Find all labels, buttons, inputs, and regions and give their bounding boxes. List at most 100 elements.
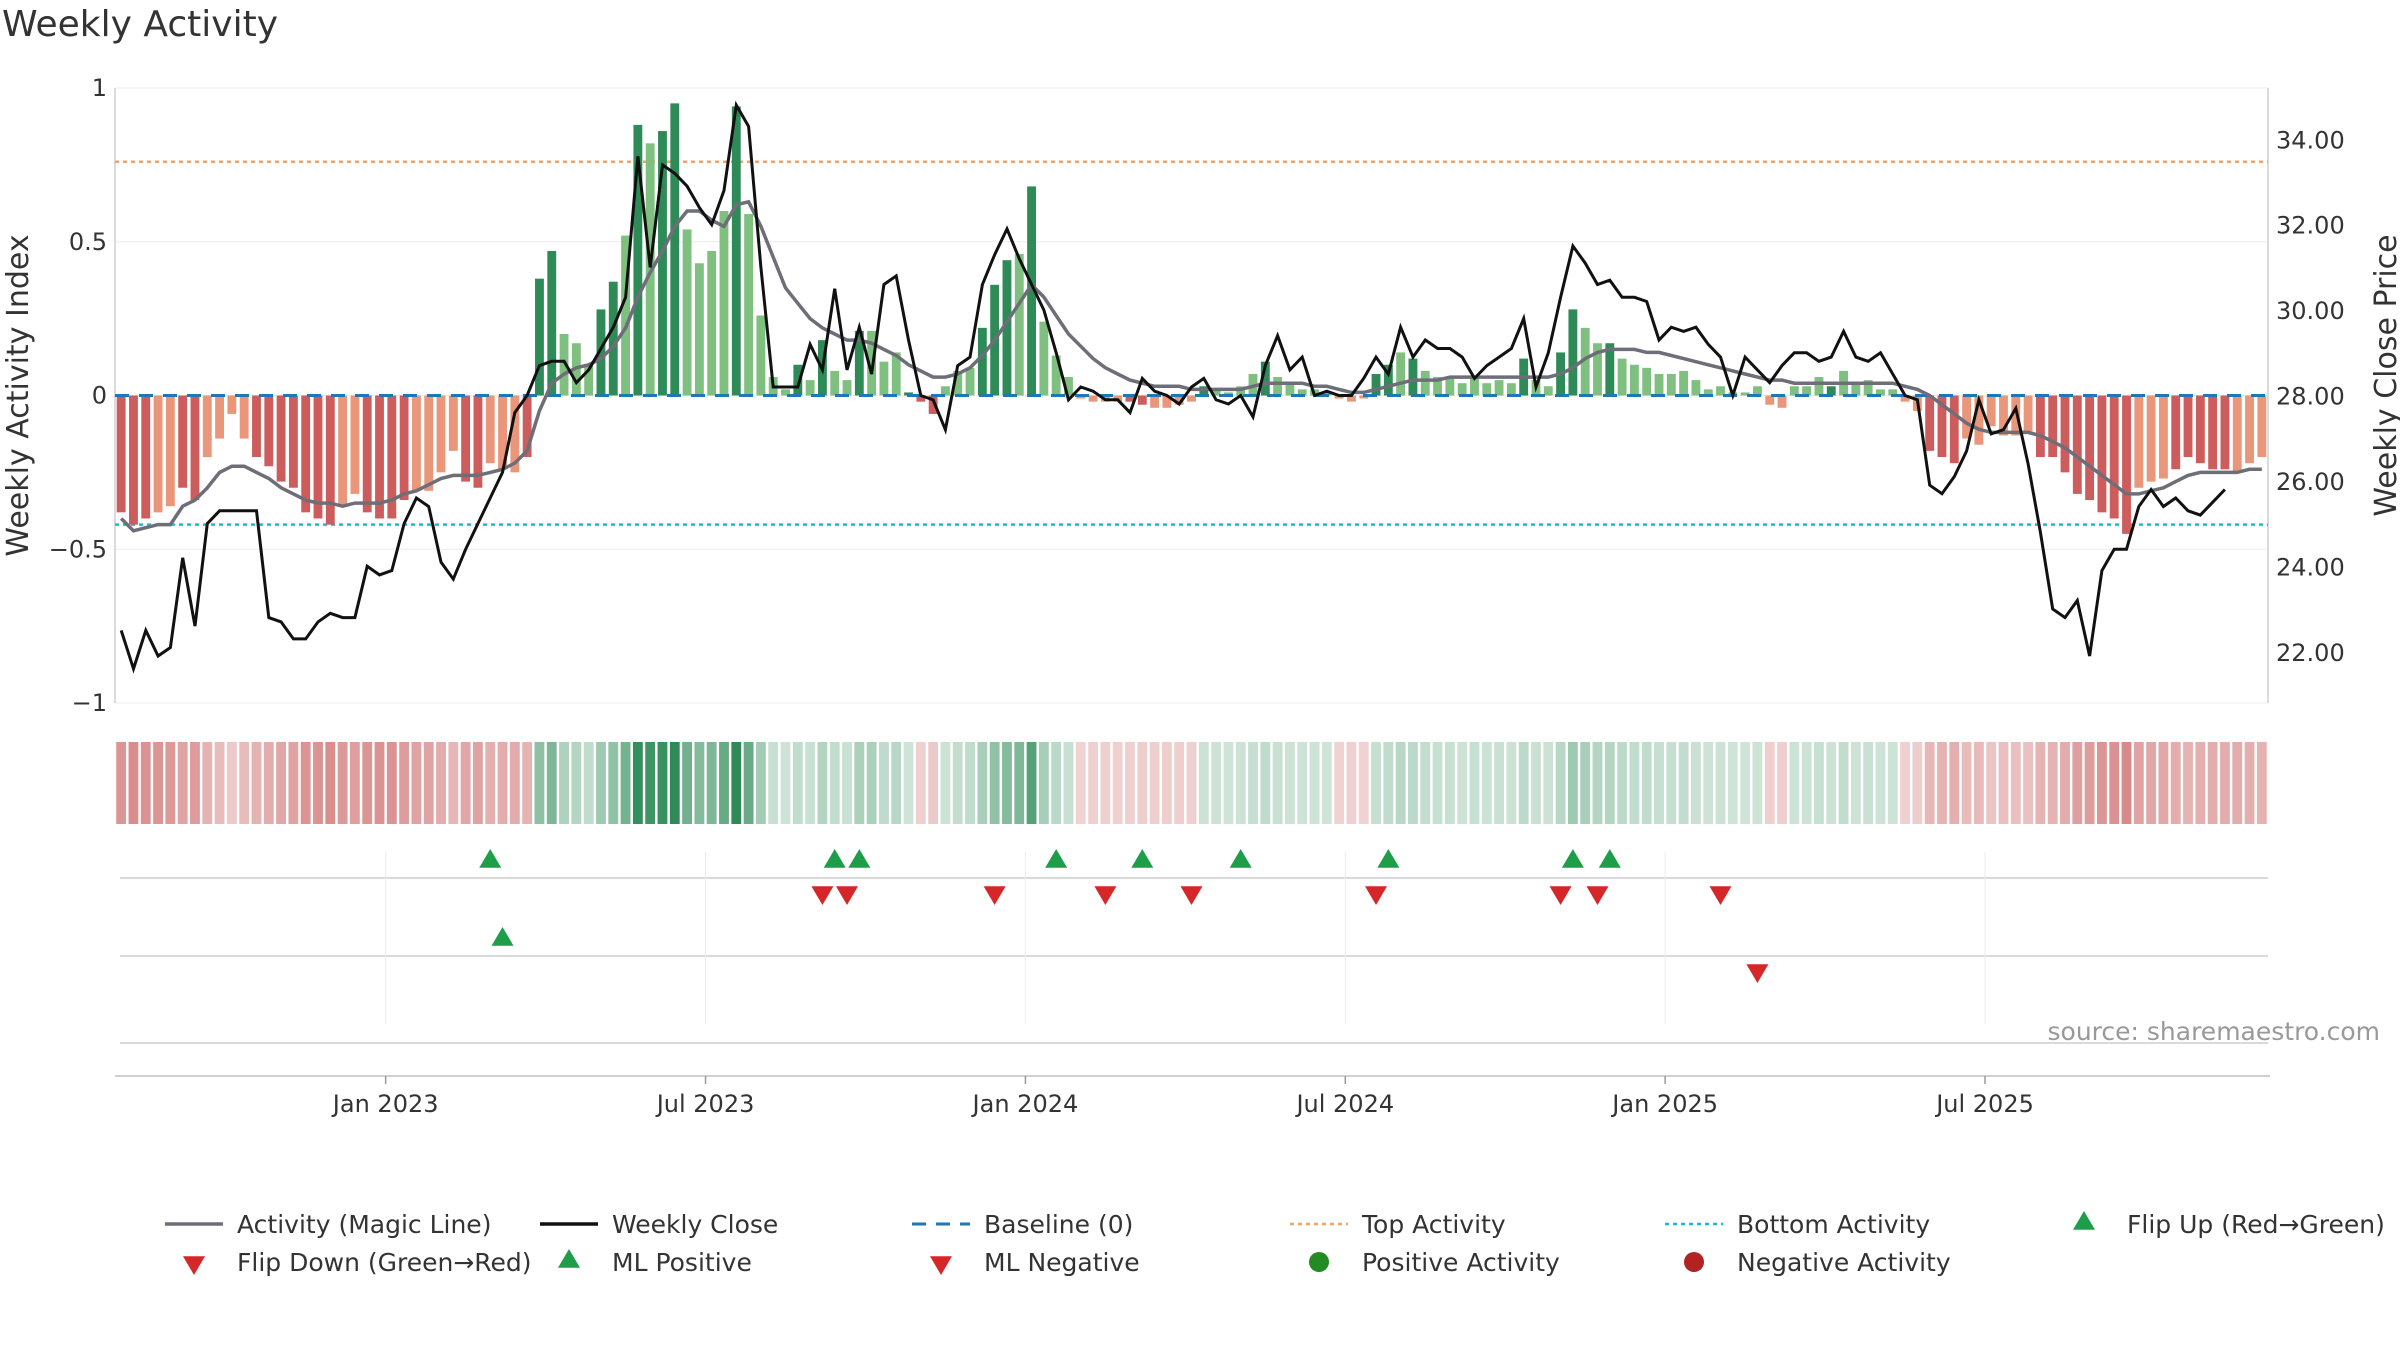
activity-bars — [116, 103, 2267, 534]
activity-bar — [682, 229, 692, 396]
activity-bar — [977, 327, 987, 396]
activity-bar — [805, 380, 815, 396]
heat-cell — [1924, 742, 1935, 824]
heat-cell — [1088, 742, 1098, 824]
signal-markers — [479, 849, 1769, 983]
activity-bar — [1654, 373, 1664, 396]
heat-cell — [866, 742, 877, 824]
heat-cell — [768, 742, 779, 824]
heat-cell — [2084, 742, 2095, 824]
activity-bar — [1027, 186, 1036, 396]
activity-bar — [584, 364, 594, 396]
activity-bar — [904, 392, 913, 396]
activity-bar — [1396, 352, 1406, 396]
activity-bar — [252, 395, 261, 457]
activity-bar — [1888, 389, 1898, 396]
y-tick-label: 0.5 — [69, 228, 107, 256]
activity-bar — [1937, 395, 1947, 457]
activity-bar — [2195, 395, 2205, 464]
activity-bar — [1174, 395, 1184, 405]
legend-label: Baseline (0) — [984, 1210, 1133, 1239]
heat-cell — [792, 742, 803, 824]
heat-cell — [1494, 742, 1504, 824]
heat-cell — [1543, 742, 1554, 824]
heat-cell — [1334, 742, 1345, 824]
heat-cell — [1297, 742, 1308, 824]
legend-item: ML Positive — [558, 1248, 752, 1277]
activity-bar — [436, 395, 446, 473]
flip-up-marker — [1598, 849, 1621, 868]
heat-cell — [2096, 742, 2107, 824]
heat-cell — [1617, 742, 1628, 824]
heat-cell — [1469, 742, 1480, 824]
activity-bar — [313, 395, 323, 519]
flip-down-marker — [1709, 886, 1732, 905]
flip-down-marker — [1365, 886, 1388, 905]
heat-cell — [1580, 742, 1591, 824]
activity-bar — [1137, 395, 1147, 405]
heat-cell — [1211, 742, 1222, 824]
heat-cell — [411, 742, 422, 824]
activity-bar — [1359, 395, 1369, 399]
heat-cell — [817, 742, 828, 824]
activity-bar — [965, 367, 975, 396]
activity-bar — [1753, 386, 1762, 396]
activity-bar — [1543, 386, 1553, 396]
activity-bar — [2048, 395, 2058, 457]
flip-down-marker — [1180, 886, 1203, 905]
activity-bar — [239, 395, 249, 439]
activity-bar — [1580, 327, 1590, 396]
heat-cell — [891, 742, 902, 824]
heat-cell — [596, 742, 606, 824]
heat-cell — [940, 742, 951, 824]
heat-cell — [1777, 742, 1787, 824]
activity-bar — [1297, 389, 1307, 396]
heat-cell — [2232, 742, 2243, 824]
activity-bar — [288, 395, 298, 488]
heat-cell — [559, 742, 569, 824]
heat-cell — [288, 742, 299, 824]
activity-bar — [1593, 343, 1602, 396]
heat-cell — [1371, 742, 1381, 824]
heat-cell — [1321, 742, 1332, 824]
activity-bar — [116, 395, 126, 513]
heat-cell — [263, 742, 274, 824]
y2-tick-label: 26.00 — [2276, 468, 2345, 496]
activity-bar — [1470, 377, 1479, 396]
heat-cell — [1174, 742, 1185, 824]
heat-cell — [497, 742, 508, 824]
heat-cell — [1703, 742, 1714, 824]
heat-cell — [1629, 742, 1640, 824]
flip-up-marker — [1045, 849, 1068, 868]
activity-bar — [842, 380, 852, 396]
activity-bar — [2245, 395, 2254, 464]
heat-cell — [116, 742, 127, 824]
y-tick-label: −0.5 — [49, 535, 107, 563]
heat-cell — [842, 742, 852, 824]
heat-cell — [473, 742, 483, 824]
activity-heat-strip — [116, 742, 2267, 824]
heat-cell — [349, 742, 360, 824]
heat-cell — [214, 742, 225, 824]
heat-cell — [1838, 742, 1849, 824]
heat-cell — [1432, 742, 1443, 824]
activity-bar — [350, 395, 360, 494]
activity-bar — [781, 389, 790, 396]
legend-label: Bottom Activity — [1737, 1210, 1930, 1239]
activity-bar — [1371, 373, 1381, 396]
heat-cell — [448, 742, 459, 824]
heat-cell — [965, 742, 975, 824]
activity-bar — [1347, 395, 1356, 402]
activity-bar — [1162, 395, 1172, 408]
activity-bar — [424, 395, 434, 491]
weekly-close-series — [119, 100, 2226, 674]
activity-bar — [522, 395, 532, 457]
activity-bar — [215, 395, 225, 439]
heat-cell — [177, 742, 188, 824]
activity-bar — [1506, 383, 1516, 396]
x-tick-label: Jan 2024 — [971, 1090, 1079, 1118]
activity-bar — [1273, 377, 1283, 396]
magic-line-series — [119, 199, 2262, 533]
ml-positive-marker — [491, 927, 514, 946]
heat-cell — [2158, 742, 2169, 824]
